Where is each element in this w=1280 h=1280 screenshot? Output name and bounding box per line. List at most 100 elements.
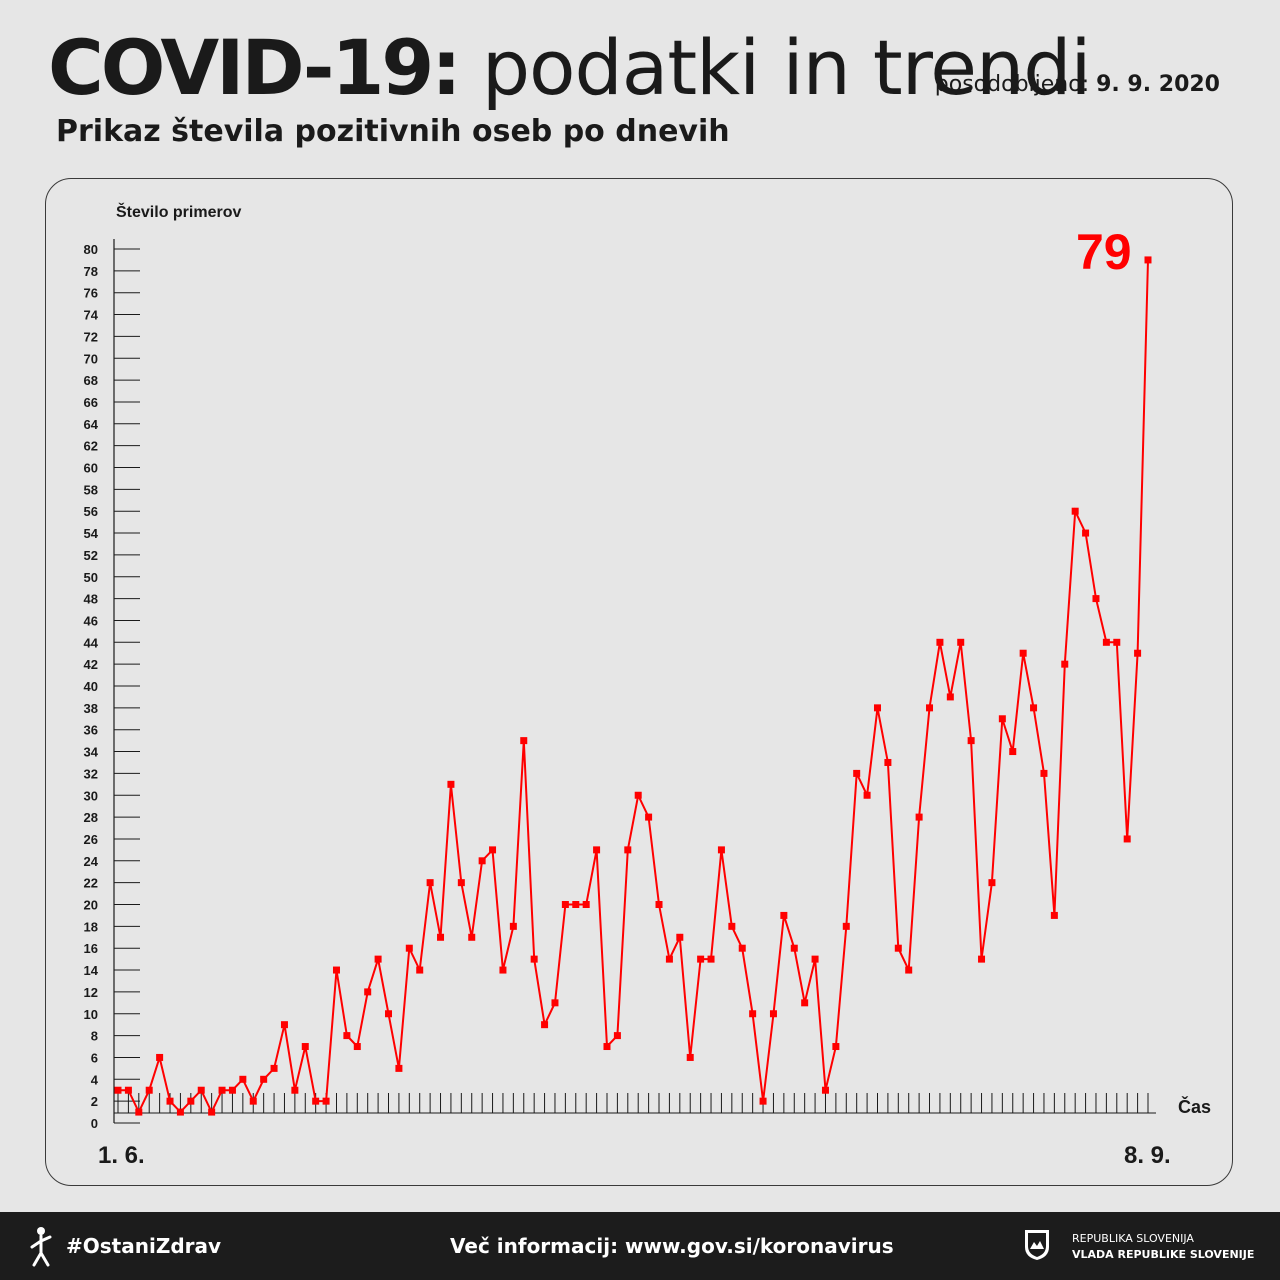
government-label: REPUBLIKA SLOVENIJA VLADA REPUBLIKE SLOV… xyxy=(1072,1231,1254,1263)
data-point xyxy=(676,933,684,941)
data-point xyxy=(270,1064,278,1072)
y-tick-label: 38 xyxy=(84,701,98,716)
y-tick-label: 58 xyxy=(84,482,98,497)
y-tick-label: 56 xyxy=(84,504,98,519)
y-tick-label: 0 xyxy=(91,1116,98,1131)
data-point xyxy=(717,846,725,854)
more-info-link[interactable]: Več informacij: www.gov.si/koronavirus xyxy=(450,1234,894,1258)
data-point xyxy=(1009,748,1017,756)
data-point xyxy=(124,1086,132,1094)
data-point xyxy=(187,1097,195,1105)
y-tick-label: 78 xyxy=(84,264,98,279)
y-tick-label: 52 xyxy=(84,548,98,563)
y-tick-label: 24 xyxy=(84,854,99,869)
data-point xyxy=(239,1075,247,1083)
data-point xyxy=(926,704,934,712)
data-point xyxy=(499,966,507,974)
data-point xyxy=(478,857,486,865)
data-point xyxy=(811,955,819,963)
data-point xyxy=(530,955,538,963)
x-start-label: 1. 6. xyxy=(98,1142,145,1169)
data-point xyxy=(447,780,455,788)
y-tick-label: 60 xyxy=(84,461,98,476)
data-point xyxy=(749,1010,757,1018)
data-point xyxy=(905,966,913,974)
data-point xyxy=(1061,660,1069,668)
data-point xyxy=(218,1086,226,1094)
line-chart: 0246810121416182022242628303234363840424… xyxy=(84,202,1212,1169)
data-point xyxy=(593,846,601,854)
data-point xyxy=(249,1097,257,1105)
y-tick-label: 64 xyxy=(84,417,99,432)
data-point xyxy=(509,922,517,930)
data-point xyxy=(873,704,881,712)
hashtag-link[interactable]: #OstaniZdrav xyxy=(66,1234,222,1258)
data-point xyxy=(1071,507,1079,515)
data-point xyxy=(572,901,580,908)
data-point xyxy=(780,911,788,919)
y-tick-label: 30 xyxy=(84,788,98,803)
y-tick-label: 2 xyxy=(91,1094,98,1109)
gov-line2: VLADA REPUBLIKE SLOVENIJE xyxy=(1072,1248,1255,1261)
footer-bar: #OstaniZdrav Več informacij: www.gov.si/… xyxy=(0,1212,1280,1280)
data-point xyxy=(489,846,497,854)
data-point xyxy=(353,1043,361,1051)
data-point xyxy=(863,791,871,799)
data-point xyxy=(280,1021,288,1029)
data-point xyxy=(551,999,559,1007)
data-point xyxy=(697,955,705,963)
data-point xyxy=(624,846,632,854)
y-tick-label: 80 xyxy=(84,242,98,257)
y-tick-label: 6 xyxy=(91,1050,98,1065)
y-tick-label: 74 xyxy=(84,308,99,323)
data-point xyxy=(416,966,424,974)
data-point xyxy=(197,1086,205,1094)
data-point xyxy=(1102,638,1110,646)
y-tick-label: 28 xyxy=(84,810,98,825)
y-tick-label: 42 xyxy=(84,657,98,672)
data-point xyxy=(374,955,382,963)
y-tick-label: 62 xyxy=(84,439,98,454)
data-point xyxy=(988,879,996,887)
data-point xyxy=(936,638,944,646)
y-tick-label: 40 xyxy=(84,679,98,694)
data-point xyxy=(343,1032,351,1040)
y-axis-label: Število primerov xyxy=(116,202,241,221)
series-line xyxy=(118,259,1149,1115)
data-point xyxy=(582,901,590,908)
y-tick-label: 12 xyxy=(84,985,98,1000)
x-end-label: 8. 9. xyxy=(1124,1142,1171,1169)
plot-layer xyxy=(114,256,1152,1116)
data-point xyxy=(1050,911,1058,919)
updated-value: 9. 9. 2020 xyxy=(1096,72,1220,97)
updated-label: posodobljeno: xyxy=(934,72,1090,97)
data-point xyxy=(1092,595,1100,603)
y-tick-label: 48 xyxy=(84,592,98,607)
data-point xyxy=(738,944,746,952)
y-tick-label: 16 xyxy=(84,941,98,956)
data-point xyxy=(1113,638,1121,646)
data-point xyxy=(853,769,861,777)
latest-value-label: 79 xyxy=(1076,224,1132,280)
data-point xyxy=(759,1097,767,1105)
data-point xyxy=(769,1010,777,1018)
data-point xyxy=(561,901,569,908)
data-point xyxy=(998,715,1006,723)
data-point xyxy=(291,1086,299,1094)
title-bold: COVID-19: xyxy=(48,23,462,112)
data-point xyxy=(208,1108,216,1116)
slovenia-crest-icon xyxy=(1025,1230,1049,1260)
data-point xyxy=(832,1043,840,1051)
title-light: podatki in trendi xyxy=(481,23,1092,112)
y-tick-label: 54 xyxy=(84,526,99,541)
data-point xyxy=(915,813,923,821)
y-tick-label: 70 xyxy=(84,351,98,366)
data-point xyxy=(312,1097,320,1105)
data-point xyxy=(145,1086,153,1094)
data-point xyxy=(665,955,673,963)
data-point xyxy=(426,879,434,887)
data-point xyxy=(114,1086,122,1094)
data-point xyxy=(946,693,954,701)
data-point xyxy=(457,879,465,887)
data-point xyxy=(634,791,642,799)
